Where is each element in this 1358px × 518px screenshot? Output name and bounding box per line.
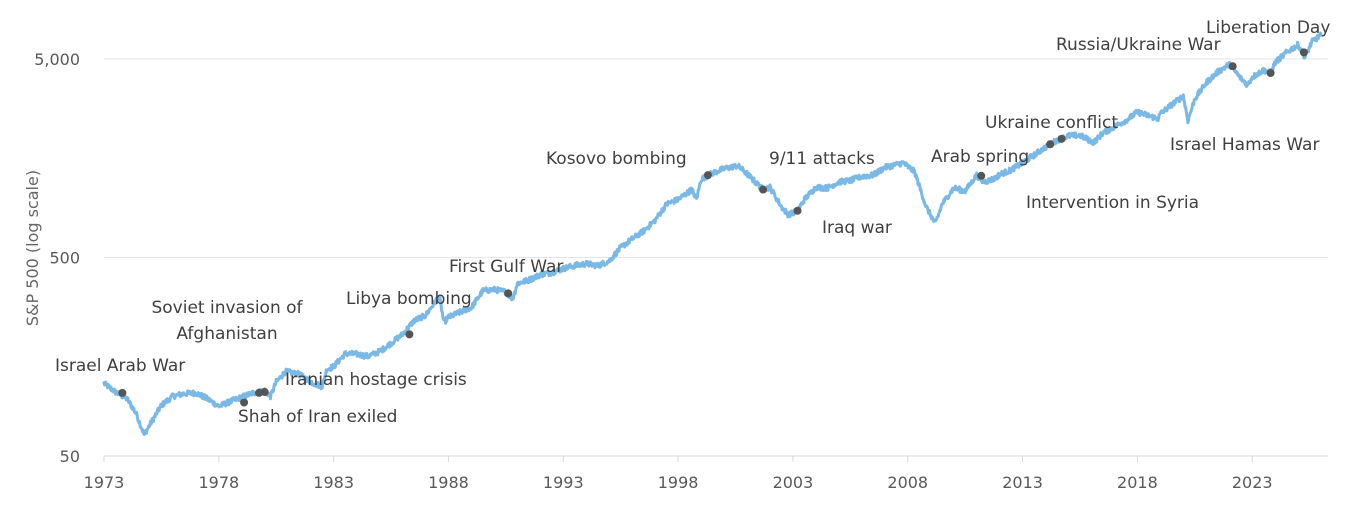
event-marker bbox=[240, 398, 249, 407]
annotation-layer: Israel Arab War Shah of Iran exiled Soviet… bbox=[55, 18, 1330, 427]
event-annotation-label: Russia/Ukraine War bbox=[1056, 35, 1221, 55]
event-annotation-label: Libya bombing bbox=[346, 289, 472, 309]
x-tick-label: 2003 bbox=[773, 473, 814, 492]
event-marker bbox=[1057, 134, 1066, 143]
y-tick-label: 5,000 bbox=[34, 50, 80, 69]
series-layer bbox=[102, 31, 1323, 436]
x-tick-label: 1993 bbox=[543, 473, 584, 492]
event-marker bbox=[1266, 69, 1275, 78]
y-tick-label: 50 bbox=[60, 447, 80, 466]
event-annotation-label: Israel Arab War bbox=[55, 356, 185, 376]
event-annotation-label: First Gulf War bbox=[449, 257, 563, 277]
event-annotation-label: Iranian hostage crisis bbox=[285, 370, 467, 390]
x-tick-label: 2013 bbox=[1002, 473, 1043, 492]
axis-layer: 50 500 5,000 1973 1978 1983 1988 1993 1998 2003 20… bbox=[23, 50, 1328, 492]
sp500-series-line bbox=[102, 31, 1323, 436]
event-marker bbox=[504, 289, 513, 298]
y-axis-title: S&P 500 (log scale) bbox=[23, 170, 42, 326]
event-marker bbox=[1046, 140, 1055, 149]
event-marker bbox=[793, 206, 802, 215]
event-marker bbox=[255, 388, 264, 397]
event-dot-layer bbox=[118, 48, 1308, 407]
x-tick-label: 1998 bbox=[658, 473, 699, 492]
event-marker bbox=[1299, 48, 1308, 57]
event-annotation-label: Israel Hamas War bbox=[1170, 135, 1319, 155]
y-tick-label: 500 bbox=[49, 249, 80, 268]
event-marker bbox=[1228, 62, 1237, 71]
event-annotation-label: Ukraine conflict bbox=[985, 113, 1118, 133]
x-tick-label: 2008 bbox=[887, 473, 928, 492]
event-marker bbox=[405, 330, 414, 339]
event-annotation-label: Iraq war bbox=[822, 218, 892, 238]
event-annotation-label: 9/11 attacks bbox=[769, 149, 875, 169]
x-tick-label: 1978 bbox=[198, 473, 239, 492]
event-annotation-label: Kosovo bombing bbox=[546, 149, 687, 169]
event-marker bbox=[977, 171, 986, 180]
event-marker bbox=[703, 171, 712, 180]
event-marker bbox=[759, 185, 768, 194]
x-tick-label: 2018 bbox=[1117, 473, 1158, 492]
event-annotation-label: Liberation Day bbox=[1206, 18, 1330, 38]
x-tick-label: 1988 bbox=[428, 473, 469, 492]
event-annotation-label: Intervention in Syria bbox=[1026, 193, 1199, 213]
x-tick-label: 1973 bbox=[84, 473, 125, 492]
x-tick-label: 1983 bbox=[313, 473, 354, 492]
event-annotation-label: Soviet invasion of bbox=[151, 298, 303, 318]
event-marker bbox=[118, 388, 127, 397]
event-annotation-label: Shah of Iran exiled bbox=[238, 407, 397, 427]
x-tick-label: 2023 bbox=[1232, 473, 1273, 492]
event-annotation-label: Arab spring bbox=[931, 147, 1029, 167]
grid-layer bbox=[104, 58, 1328, 457]
event-annotation-label-line2: Afghanistan bbox=[176, 324, 277, 344]
